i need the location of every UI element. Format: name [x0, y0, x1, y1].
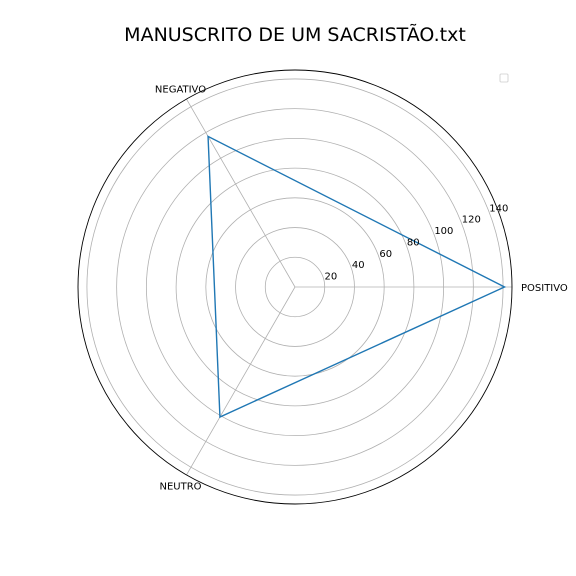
outer-frame: [77, 69, 513, 505]
category-label-negativo: NEGATIVO: [155, 85, 206, 96]
spoke-negativo: [186, 98, 296, 288]
radial-tick-label: 40: [352, 260, 365, 271]
legend-box: [499, 73, 509, 83]
spoke-neutro: [186, 286, 296, 476]
radial-tick-label: 100: [434, 226, 453, 237]
radial-tick-label: 60: [379, 249, 392, 260]
radial-tick-label: 120: [462, 215, 481, 226]
category-label-positivo: POSITIVO: [521, 283, 568, 294]
radial-tick-label: 20: [324, 272, 337, 283]
series-layer: [207, 135, 507, 419]
radial-tick-label: 140: [489, 203, 508, 214]
radial-grid: [77, 69, 513, 505]
radial-tick-label: 80: [407, 237, 420, 248]
labels-layer: 20 40 60 80 100 120 140 POSITIVO NEGATIVO NEUTRO: [155, 85, 568, 493]
chart-title: MANUSCRITO DE UM SACRISTÃO.txt: [124, 23, 466, 46]
series-line-0: [207, 135, 507, 419]
category-label-neutro: NEUTRO: [159, 481, 201, 492]
